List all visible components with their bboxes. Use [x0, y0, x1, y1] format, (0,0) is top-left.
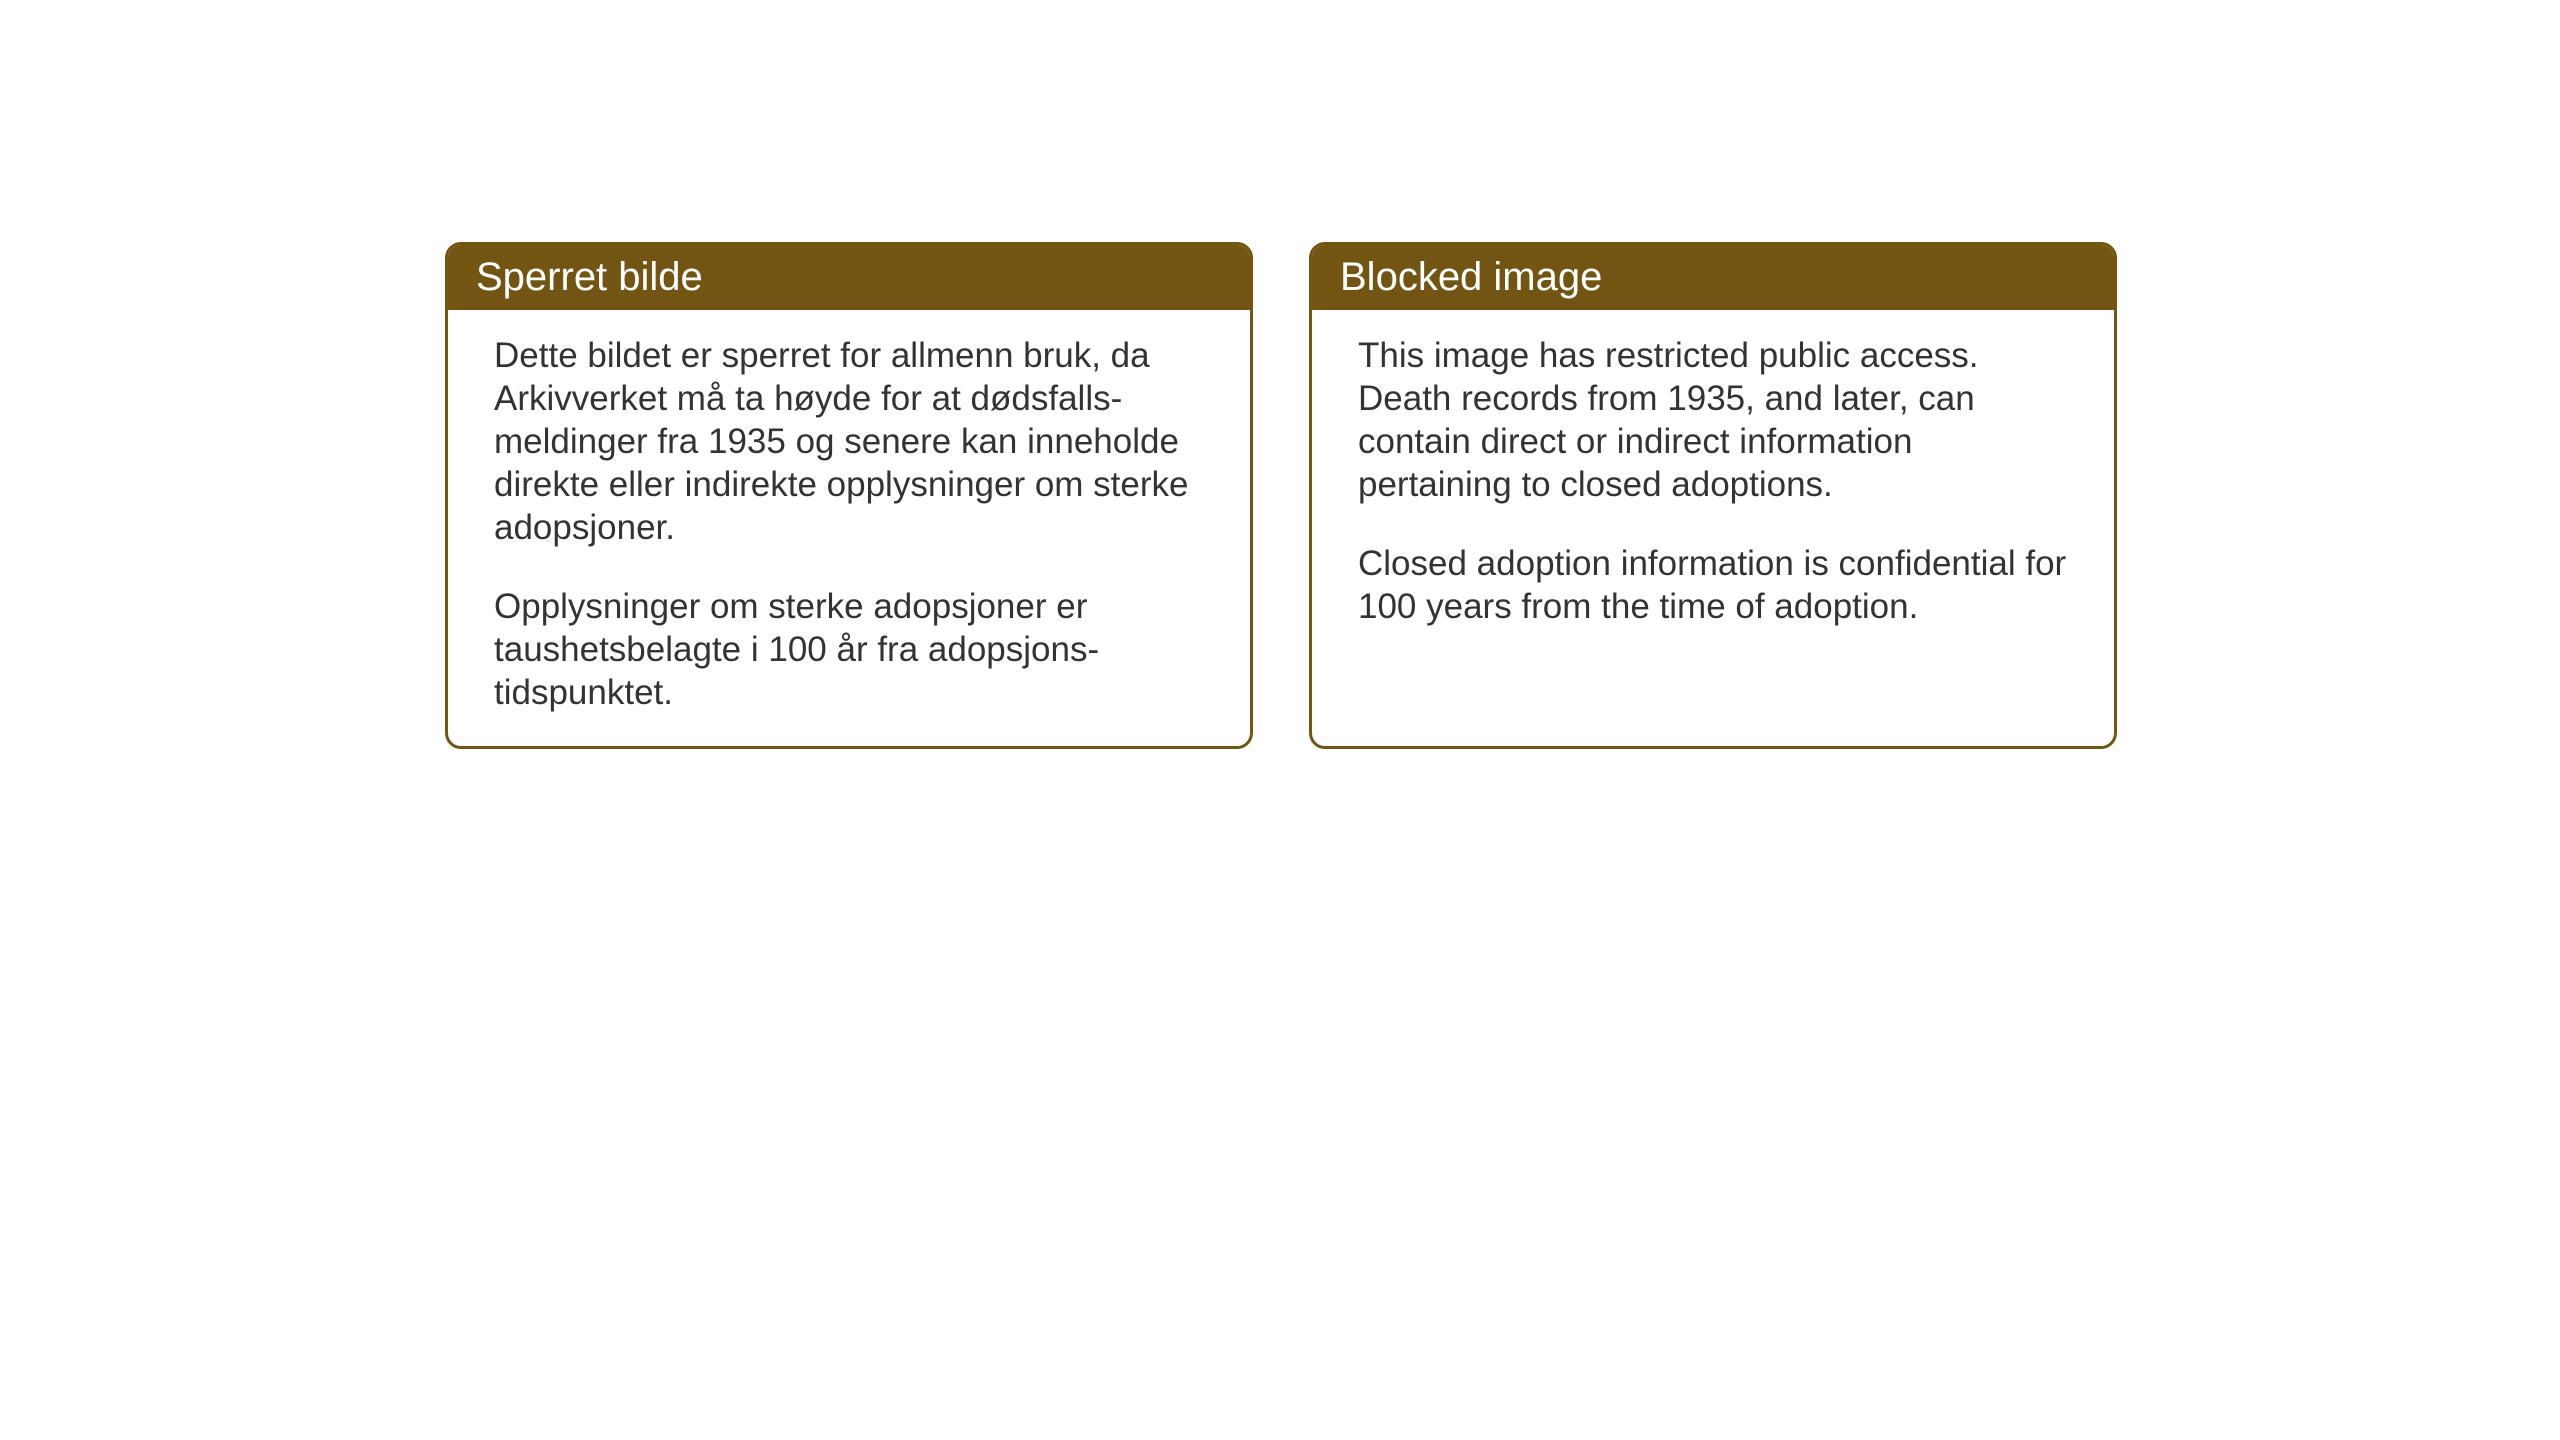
- norwegian-card-body: Dette bildet er sperret for allmenn bruk…: [448, 310, 1250, 746]
- norwegian-notice-card: Sperret bilde Dette bildet er sperret fo…: [445, 242, 1253, 749]
- english-card-body: This image has restricted public access.…: [1312, 310, 2114, 660]
- norwegian-paragraph-2: Opplysninger om sterke adopsjoner er tau…: [494, 585, 1204, 714]
- norwegian-paragraph-1: Dette bildet er sperret for allmenn bruk…: [494, 334, 1204, 549]
- english-card-title: Blocked image: [1312, 245, 2114, 310]
- notice-container: Sperret bilde Dette bildet er sperret fo…: [445, 242, 2117, 749]
- english-paragraph-1: This image has restricted public access.…: [1358, 334, 2068, 506]
- english-notice-card: Blocked image This image has restricted …: [1309, 242, 2117, 749]
- norwegian-card-title: Sperret bilde: [448, 245, 1250, 310]
- english-paragraph-2: Closed adoption information is confident…: [1358, 542, 2068, 628]
